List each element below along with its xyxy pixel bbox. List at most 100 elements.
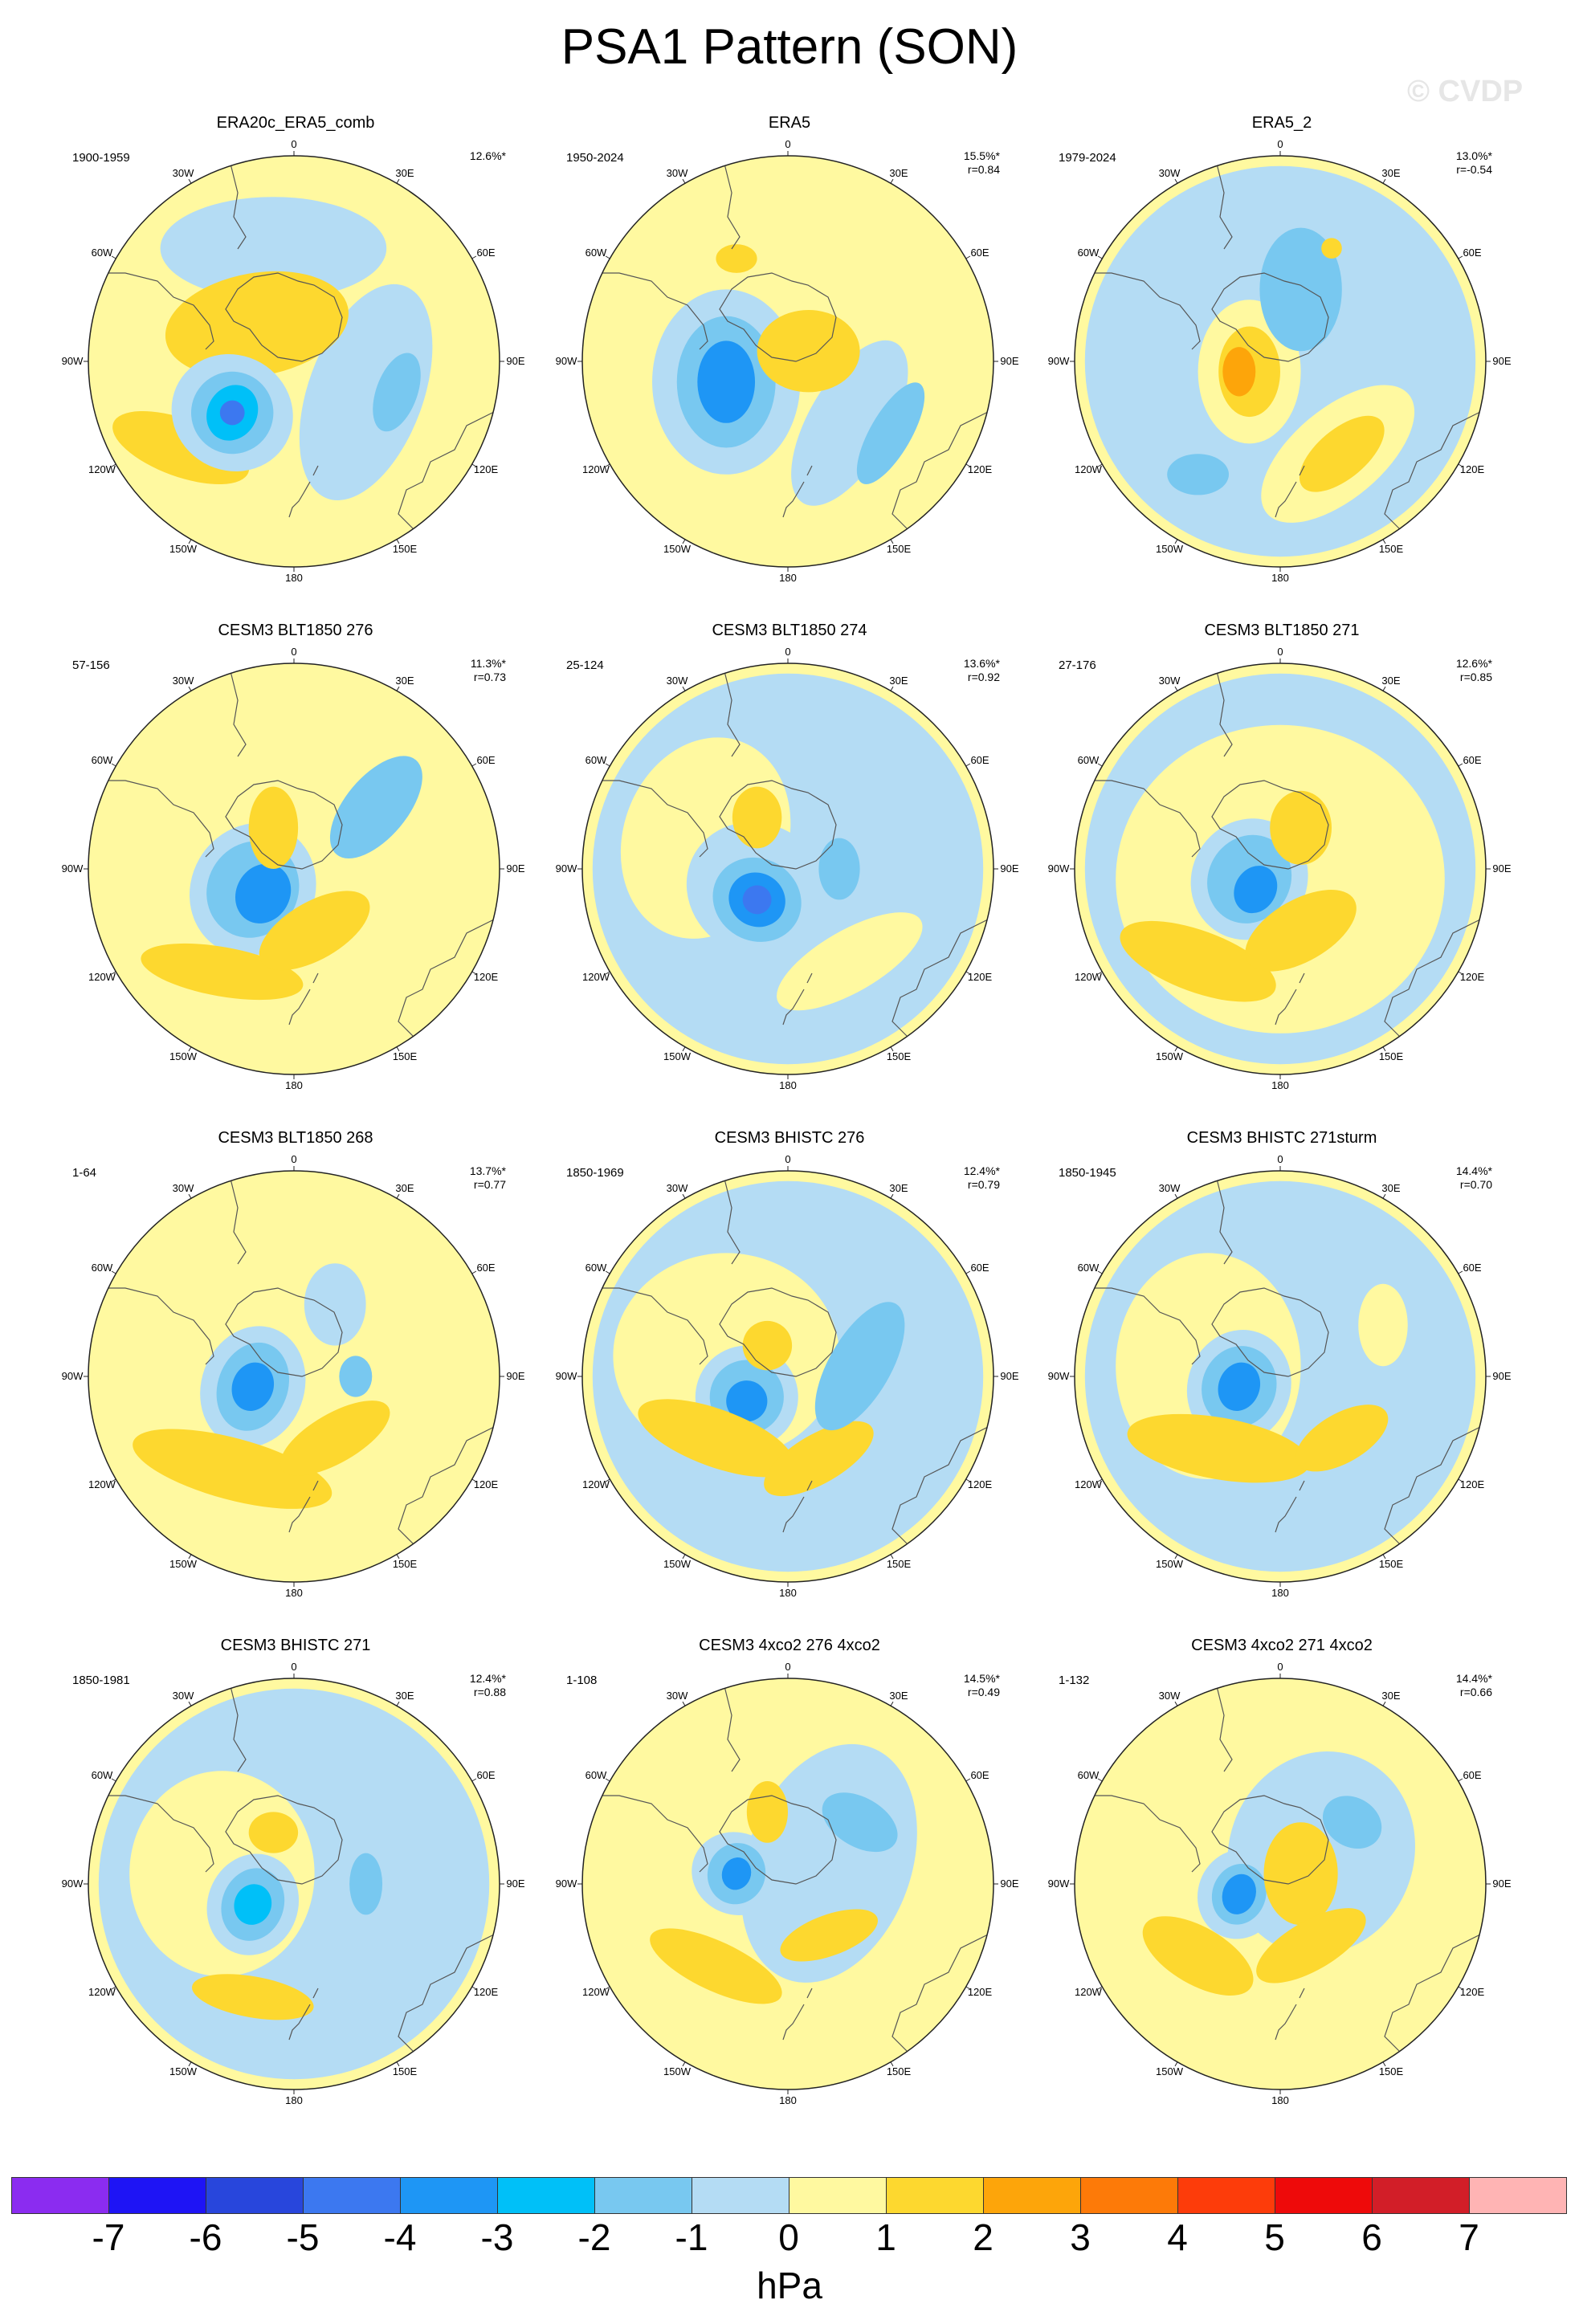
longitude-label: 150E: [1378, 542, 1404, 555]
longitude-tick: [396, 178, 400, 184]
contour-region: [1245, 890, 1357, 972]
colorbar-swatch: [1372, 2177, 1470, 2214]
longitude-label: 120W: [1074, 1986, 1102, 1998]
longitude-label: 150W: [169, 2065, 197, 2077]
longitude-label: 60E: [970, 1769, 989, 1781]
longitude-label: 30E: [1381, 675, 1401, 687]
longitude-label: 120W: [581, 463, 610, 475]
longitude-tick: [1097, 763, 1103, 767]
panel-variance-percent: 11.3%*: [470, 657, 506, 670]
longitude-label: 120E: [473, 463, 499, 475]
longitude-tick: [1174, 686, 1178, 691]
contour-region: [1256, 1908, 1366, 1984]
longitude-tick: [965, 463, 971, 467]
contour-region: [1259, 227, 1342, 352]
longitude-label: 150W: [169, 542, 197, 555]
south-america-outline: [1079, 1795, 1201, 1873]
contour-region: [133, 1429, 333, 1509]
longitude-tick: [396, 2061, 400, 2067]
panel-correlation: r=0.85: [1459, 671, 1492, 683]
longitude-tick: [111, 1986, 116, 1990]
longitude-label: 90W: [1047, 355, 1070, 367]
contour-region: [165, 271, 349, 378]
longitude-tick: [1174, 178, 1178, 184]
longitude-label: 90E: [1492, 1878, 1512, 1890]
longitude-label: 90W: [61, 1878, 84, 1890]
contour-region: [726, 1380, 768, 1422]
polar-map: [84, 1166, 504, 1587]
colorbar-tick-label: -2: [577, 2216, 611, 2258]
longitude-label: 120E: [473, 971, 499, 983]
longitude-label: 60E: [970, 754, 989, 766]
longitude-label: 150W: [169, 1050, 197, 1062]
longitude-tick: [1097, 1778, 1103, 1782]
map-panel: CESM3 BHISTC 271 1850-1981 12.4%* r=0.88 0 30…: [48, 1635, 543, 2117]
longitude-label: 30W: [1158, 1690, 1181, 1702]
panel-period: 1-132: [1059, 1674, 1090, 1687]
longitude-label: 90E: [506, 862, 525, 875]
map-panel: CESM3 BLT1850 271 27-176 12.6%* r=0.85 0 30E 6…: [1034, 620, 1529, 1102]
polar-map: [84, 1674, 504, 2094]
contour-region: [304, 1263, 366, 1346]
longitude-label: 120W: [1074, 971, 1102, 983]
longitude-label: 180: [1271, 1079, 1289, 1091]
contour-region: [234, 1884, 272, 1925]
new-zealand-outline: [1275, 1480, 1305, 1533]
contour-region: [791, 340, 908, 506]
colorbar-tick-label: -5: [286, 2216, 320, 2258]
colorbar-tick-label: 3: [1070, 2216, 1091, 2258]
longitude-label: 60W: [585, 247, 607, 259]
colorbar-tick-label: 4: [1167, 2216, 1188, 2258]
south-america-outline: [1079, 1287, 1201, 1365]
new-zealand-outline: [288, 1480, 319, 1533]
panel-title: CESM3 BLT1850 274: [712, 622, 867, 639]
longitude-label: 150E: [886, 2065, 912, 2077]
longitude-tick: [890, 539, 894, 544]
panel-period: 1850-1969: [566, 1166, 624, 1180]
figure-title: PSA1 Pattern (SON): [561, 19, 1018, 75]
africa-outline: [229, 1175, 247, 1265]
panel-correlation: r=0.79: [967, 1178, 1000, 1191]
contour-region: [1234, 866, 1278, 914]
longitude-label: 90W: [555, 1370, 577, 1382]
new-zealand-outline: [782, 1480, 813, 1533]
panel-correlation: r=0.66: [1459, 1686, 1492, 1698]
longitude-tick: [682, 2061, 686, 2067]
contour-region: [1358, 1283, 1408, 1367]
south-america-outline: [587, 780, 708, 858]
longitude-label: 90E: [1492, 862, 1512, 875]
longitude-label: 150W: [1156, 542, 1183, 555]
contour-region: [777, 912, 923, 1011]
panel-period: 27-176: [1059, 658, 1096, 672]
longitude-tick: [605, 971, 610, 975]
longitude-label: 30W: [172, 167, 194, 180]
polar-map: [1070, 1674, 1491, 2094]
colorbar-swatch: [497, 2177, 595, 2214]
longitude-label: 60E: [1463, 1769, 1482, 1781]
africa-outline: [229, 160, 247, 250]
contour-region: [339, 1356, 373, 1397]
longitude-label: 150E: [886, 542, 912, 555]
panel-title: CESM3 BHISTC 276: [714, 1129, 865, 1147]
panel-title: ERA5: [768, 114, 811, 132]
antarctica-outline: [1211, 1287, 1329, 1377]
longitude-label: 60E: [1463, 1262, 1482, 1274]
longitude-tick: [188, 686, 192, 691]
longitude-tick: [682, 539, 686, 544]
longitude-tick: [396, 686, 400, 691]
map-panel: ERA5 1950-2024 15.5%* r=0.84 0 30E 60E 90E 120E 1…: [542, 112, 1037, 594]
longitude-tick: [965, 1778, 971, 1782]
antarctica-outline: [225, 780, 343, 870]
panel-correlation: r=0.70: [1459, 1178, 1492, 1191]
longitude-tick: [471, 763, 477, 767]
contour-region: [780, 1909, 878, 1962]
contour-region: [1263, 1822, 1338, 1926]
longitude-label: 0: [785, 646, 791, 658]
longitude-tick: [605, 255, 610, 259]
longitude-label: 90E: [506, 355, 525, 367]
contour-region: [349, 1853, 383, 1915]
longitude-tick: [471, 1986, 477, 1990]
longitude-tick: [1382, 1193, 1386, 1199]
longitude-tick: [111, 1478, 116, 1482]
contour-region: [732, 786, 782, 849]
